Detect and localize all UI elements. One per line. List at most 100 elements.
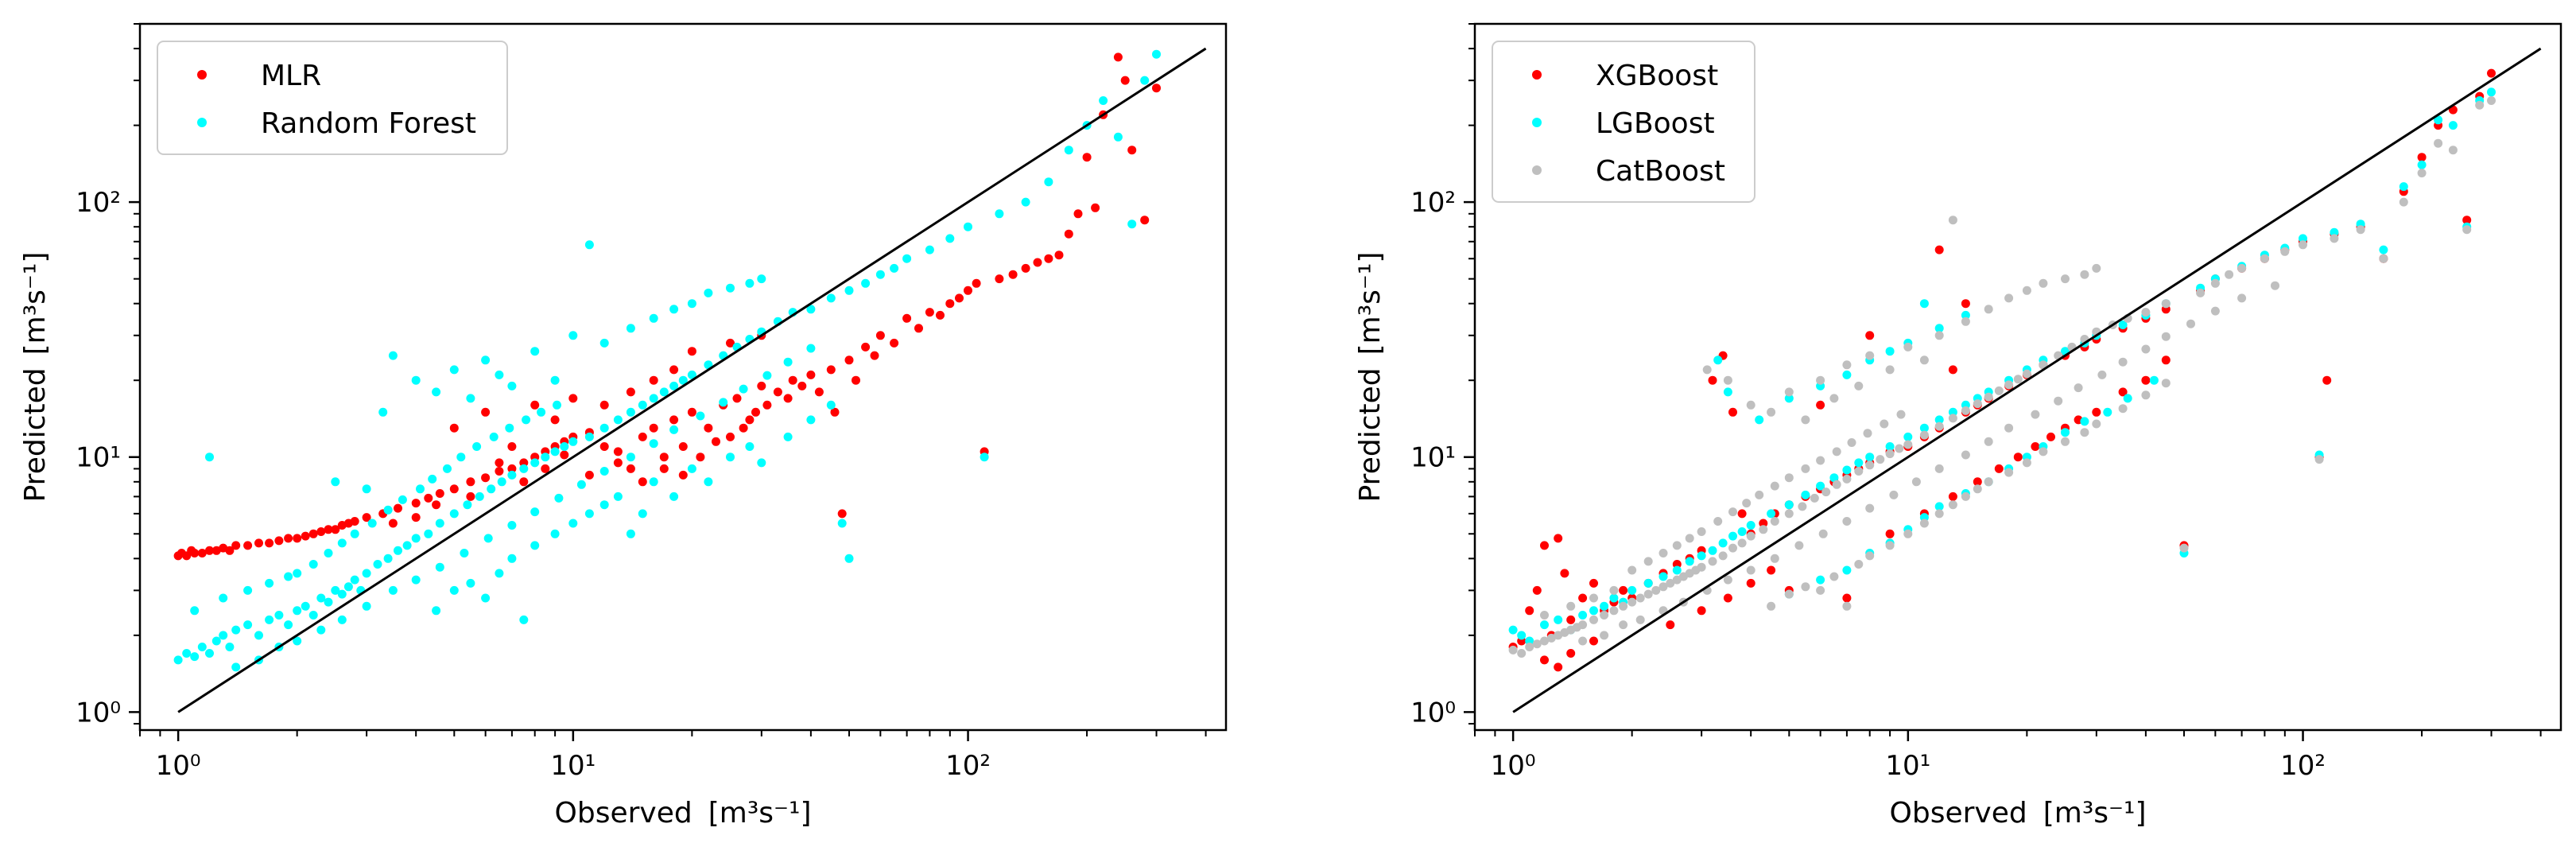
point-random-forest (316, 593, 326, 603)
point-random-forest (1152, 49, 1161, 59)
point-catboost (1540, 611, 1549, 620)
point-catboost (1508, 645, 1518, 655)
point-random-forest (432, 606, 441, 616)
x-tick-label: 10¹ (550, 750, 596, 782)
point-random-forest (530, 347, 540, 356)
point-random-forest (265, 578, 274, 588)
point-random-forest (613, 491, 623, 501)
point-random-forest (367, 519, 377, 528)
point-lgboost (2487, 87, 2496, 97)
point-xgboost (1934, 245, 1944, 254)
point-random-forest (173, 655, 183, 665)
point-lgboost (1708, 546, 1717, 555)
point-mlr (435, 489, 444, 498)
point-mlr (852, 375, 860, 385)
point-lgboost (1755, 415, 1764, 425)
point-mlr (945, 299, 955, 309)
y-tick-label: 10² (1410, 187, 1456, 219)
point-mlr (1064, 229, 1073, 239)
point-catboost (1885, 449, 1895, 459)
point-mlr (726, 338, 735, 348)
point-random-forest (416, 484, 425, 494)
point-lgboost (1816, 575, 1825, 585)
legend-marker (197, 70, 207, 80)
point-mlr (1091, 203, 1100, 212)
point-random-forest (343, 582, 353, 592)
point-catboost (1651, 585, 1661, 595)
point-random-forest (890, 263, 899, 273)
point-random-forest (483, 534, 493, 543)
point-random-forest (757, 274, 766, 284)
point-catboost (1816, 585, 1825, 595)
point-random-forest (507, 470, 517, 480)
point-random-forest (350, 529, 359, 538)
point-random-forest (649, 477, 658, 487)
point-xgboost (1540, 541, 1549, 550)
point-random-forest (243, 620, 253, 630)
point-random-forest (783, 432, 793, 441)
point-catboost (2004, 293, 2014, 303)
point-mlr (861, 342, 871, 352)
point-catboost (1784, 387, 1794, 397)
point-mlr (745, 415, 755, 425)
point-mlr (197, 549, 207, 557)
point-mlr (599, 442, 609, 451)
point-catboost (1685, 534, 1694, 543)
point-catboost (1540, 636, 1549, 646)
point-catboost (1948, 500, 1957, 510)
point-mlr (704, 423, 713, 433)
point-catboost (1723, 375, 1732, 385)
point-random-forest (837, 519, 847, 528)
point-mlr (806, 370, 816, 379)
point-mlr (870, 351, 879, 360)
point-catboost (1767, 407, 1776, 417)
point-lgboost (1919, 299, 1929, 309)
point-mlr (830, 407, 840, 417)
point-random-forest (331, 585, 340, 595)
point-random-forest (505, 423, 514, 433)
point-random-forest (1113, 132, 1123, 142)
point-catboost (1973, 484, 1982, 494)
point-mlr (1021, 263, 1030, 273)
y-axis-label-left: Predicted[m³s⁻¹] (19, 252, 52, 503)
point-random-forest (980, 453, 989, 462)
point-catboost (1759, 525, 1768, 534)
point-lgboost (1600, 601, 1609, 611)
point-random-forest (507, 381, 517, 390)
chart-panel-right: 10⁰ 10¹ 10² 10⁰ 10¹ 10² Observed [m³s⁻¹] Pred… (1354, 22, 2562, 829)
point-catboost (1566, 601, 1576, 611)
point-random-forest (466, 394, 475, 403)
point-mlr (890, 338, 899, 348)
point-random-forest (550, 375, 560, 385)
point-lgboost (1919, 423, 1929, 433)
point-random-forest (649, 394, 658, 403)
point-random-forest (669, 425, 679, 434)
point-mlr (757, 381, 766, 390)
point-catboost (2022, 458, 2031, 468)
point-catboost (1702, 365, 1712, 375)
point-catboost (1643, 557, 1653, 566)
point-catboost (1842, 474, 1852, 484)
point-random-forest (945, 234, 955, 243)
point-xgboost (1948, 365, 1957, 375)
point-catboost (1767, 601, 1776, 611)
point-random-forest (190, 652, 200, 662)
point-catboost (1658, 549, 1668, 557)
point-random-forest (411, 534, 421, 543)
point-random-forest (844, 554, 854, 563)
point-catboost (1728, 507, 1737, 517)
point-catboost (2092, 263, 2101, 273)
point-random-forest (739, 384, 748, 394)
point-random-forest (1127, 219, 1137, 229)
point-catboost (1697, 562, 1706, 572)
point-random-forest (463, 500, 472, 510)
point-xgboost (1994, 464, 2004, 473)
point-random-forest (995, 209, 1004, 219)
point-lgboost (1589, 606, 1598, 616)
point-catboost (1865, 503, 1875, 513)
point-random-forest (411, 575, 421, 585)
legend-label: LGBoost (1596, 107, 1715, 140)
point-mlr (432, 500, 441, 510)
point-random-forest (687, 464, 696, 473)
point-catboost (1821, 488, 1831, 497)
